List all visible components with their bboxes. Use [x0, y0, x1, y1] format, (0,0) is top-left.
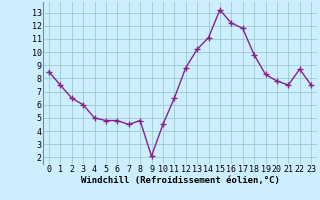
X-axis label: Windchill (Refroidissement éolien,°C): Windchill (Refroidissement éolien,°C): [81, 176, 279, 185]
